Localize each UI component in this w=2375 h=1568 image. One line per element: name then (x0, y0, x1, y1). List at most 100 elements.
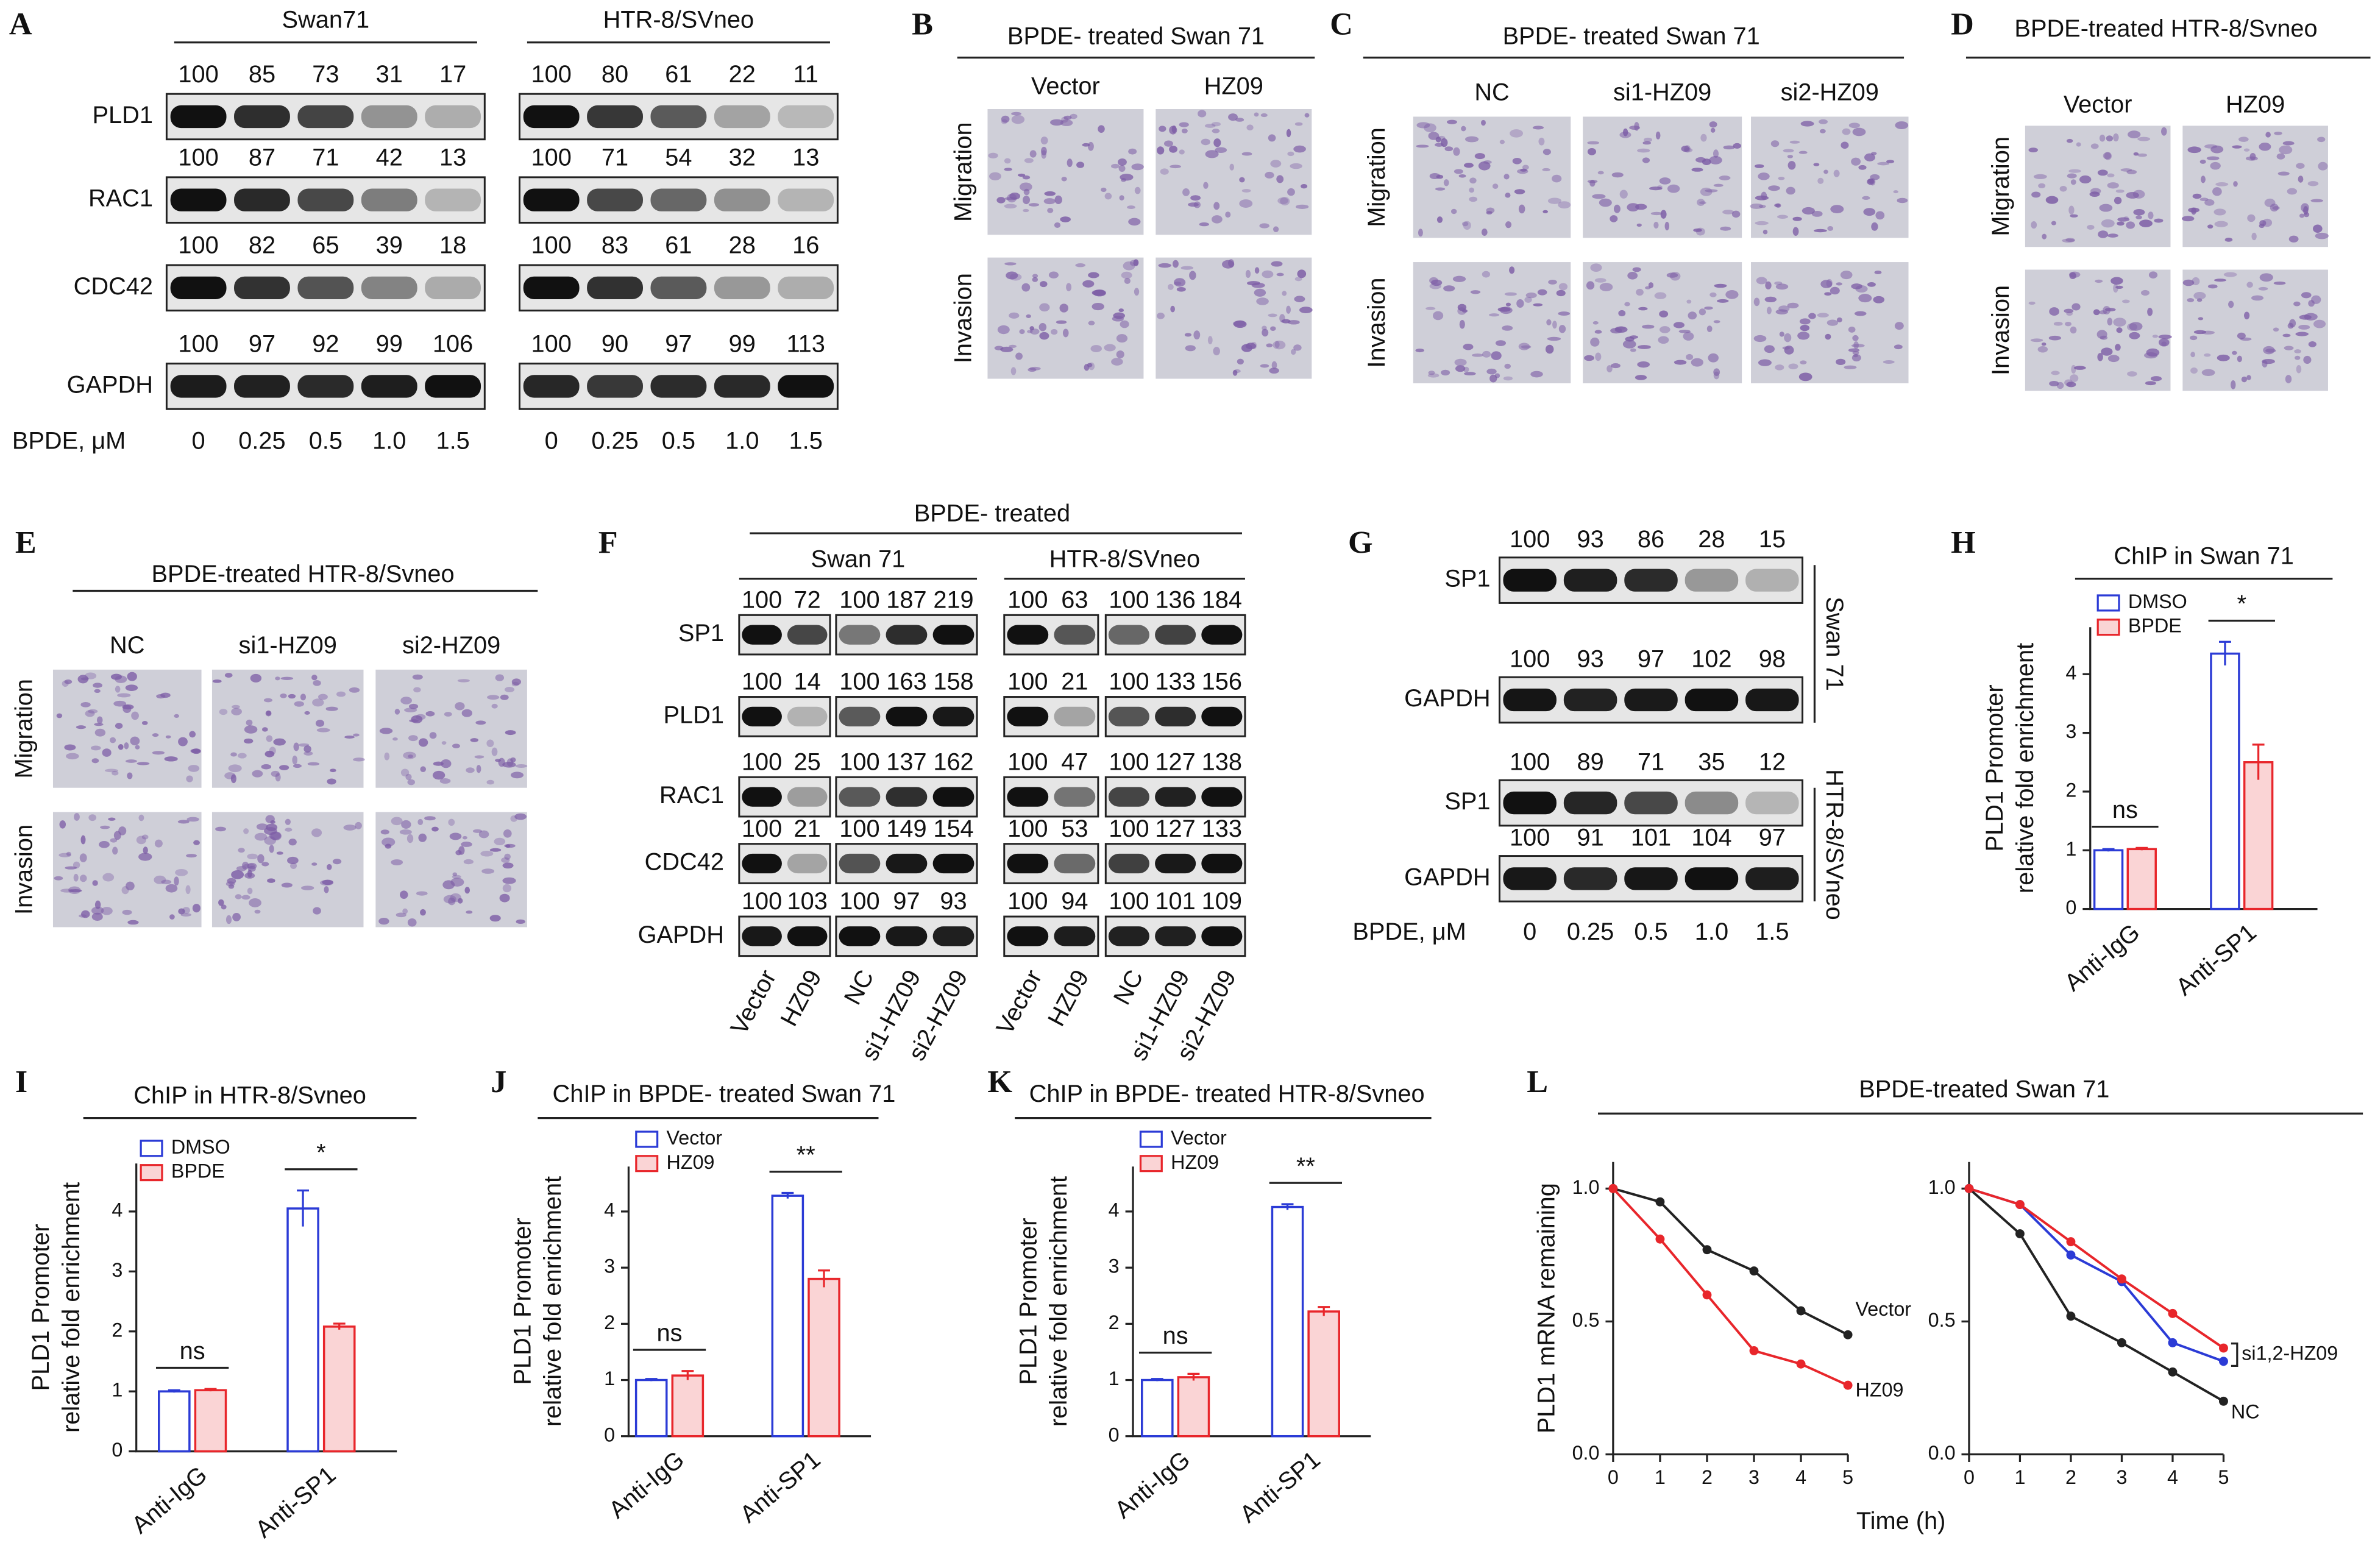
cell (174, 714, 179, 718)
cell (1706, 325, 1713, 333)
cell (113, 831, 121, 840)
cell (1800, 360, 1807, 364)
cell (1893, 190, 1898, 194)
cell (349, 687, 360, 693)
cell (62, 680, 69, 687)
cell (1182, 188, 1190, 196)
cell (80, 677, 89, 681)
y-tick-label: 1 (604, 1368, 615, 1389)
legend-swatch (140, 1140, 163, 1157)
cell (406, 834, 414, 843)
cell (2198, 317, 2204, 321)
cell (2115, 344, 2121, 351)
blot-band (234, 375, 290, 398)
cell (1710, 127, 1716, 133)
point (2117, 1338, 2126, 1347)
cell (1273, 340, 1286, 350)
y-tick-label: 1 (1109, 1368, 1120, 1389)
cell (2097, 353, 2103, 361)
cell (154, 839, 163, 848)
cell (109, 737, 116, 743)
cell (405, 773, 412, 781)
cell (186, 817, 199, 822)
cell (1547, 336, 1561, 341)
cell (1556, 289, 1566, 297)
cell (1552, 174, 1562, 183)
cell (2068, 169, 2081, 173)
cell (212, 679, 222, 683)
cell (2214, 221, 2228, 227)
dose: 0.5 (309, 427, 343, 454)
blot-band (932, 706, 974, 727)
cell (1181, 129, 1188, 133)
cell (127, 920, 139, 925)
cell (1599, 198, 1612, 207)
x-tick-label: 5 (1842, 1466, 1853, 1488)
cell (1075, 263, 1085, 268)
blot-band (1624, 791, 1678, 815)
cell (293, 764, 302, 768)
blot-band (787, 787, 828, 807)
blot-band (650, 276, 707, 299)
cell (1894, 322, 1904, 330)
blot-band (1007, 625, 1049, 645)
cell (85, 710, 95, 717)
band-value: 219 (933, 586, 973, 613)
band-value: 13 (792, 144, 819, 171)
band-value: 100 (1007, 586, 1048, 613)
column-label: Vector (2064, 91, 2132, 118)
band-value: 54 (665, 144, 692, 171)
cell (1157, 146, 1165, 155)
cell (1817, 177, 1824, 184)
band-value: 100 (178, 61, 218, 88)
y-tick-label: 2 (112, 1319, 122, 1341)
cell (1659, 177, 1671, 185)
cell (2274, 132, 2282, 135)
cell (261, 764, 272, 770)
blot-band (778, 276, 834, 299)
cell (2259, 223, 2265, 229)
band-value: 15 (1759, 526, 1786, 553)
cell (1212, 215, 1223, 224)
band-value: 187 (886, 586, 926, 613)
cell (1116, 350, 1124, 358)
bar (2093, 849, 2124, 910)
cell (2115, 285, 2123, 289)
cell (2243, 148, 2250, 152)
cell (165, 884, 178, 893)
cell (1225, 211, 1231, 218)
cell (2107, 233, 2118, 238)
cell (418, 738, 428, 747)
cell (238, 753, 247, 759)
band-value: 61 (665, 232, 692, 259)
cell (2095, 279, 2103, 283)
blot-band (170, 188, 227, 211)
cell (2315, 232, 2329, 239)
blot-band (1155, 625, 1196, 645)
cell (1833, 169, 1840, 177)
blot-band (1624, 569, 1678, 592)
cell (2140, 289, 2150, 296)
cell (408, 703, 419, 709)
band-value: 97 (893, 888, 920, 915)
cell (1813, 163, 1820, 166)
blot-band (778, 188, 834, 211)
bar (158, 1390, 191, 1453)
row-label: CDC42 (74, 273, 153, 300)
band-value: 100 (1109, 815, 1149, 842)
band-value: 102 (1691, 645, 1731, 672)
cell (425, 711, 435, 717)
band-value: 100 (1510, 825, 1550, 851)
legend-label: BPDE (171, 1160, 225, 1182)
band-value: 22 (729, 61, 756, 88)
cell (1215, 147, 1227, 154)
cell (91, 912, 103, 921)
micrograph (375, 669, 527, 788)
legend-swatch (2096, 619, 2120, 636)
band-value: 97 (665, 330, 692, 357)
band-value: 97 (1638, 645, 1664, 672)
cell (108, 817, 116, 821)
cell (457, 679, 470, 683)
cell (2123, 216, 2129, 220)
x-tick-label: 5 (2218, 1466, 2229, 1488)
